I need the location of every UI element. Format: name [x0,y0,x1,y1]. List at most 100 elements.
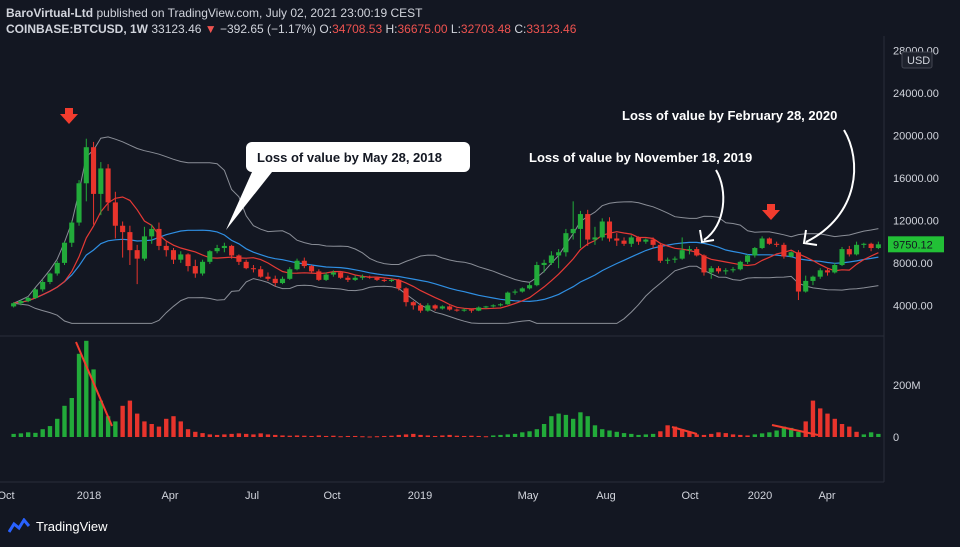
candle-down [374,277,380,280]
candle-up [388,279,395,281]
annotation-arrow-line [805,129,856,243]
candle-down [636,237,642,242]
candle-up [672,258,678,260]
volume-bar-down [832,418,837,437]
volume-bar-up [629,433,634,437]
candle-up [832,265,838,273]
candle-down [316,271,322,280]
volume-bar-down [338,436,343,438]
candle-down [824,270,831,273]
candle-up [294,260,300,270]
candle-down [170,250,177,260]
publisher-name: BaroVirtual-Ltd [6,6,94,20]
volume-bar-up [491,435,496,437]
time-axis-label: Apr [161,490,178,502]
candle-down [250,268,256,270]
candle-down [301,260,307,267]
candle-up [207,251,213,262]
volume-bar-up [592,425,598,437]
candle-up [178,254,184,260]
volume-bar-down [440,435,445,437]
volume-bar-down [818,408,823,437]
volume-bar-down [120,405,125,437]
volume-bar-up [868,432,874,437]
volume-bar-down [738,434,743,437]
volume-bar-up [796,431,801,437]
candle-up [527,285,533,289]
volume-bar-down [229,433,234,437]
candle-up [817,270,823,277]
candle-down [163,245,169,251]
volume-bar-down [694,434,699,437]
candle-up [810,276,816,281]
current-price-label: 9750.12 [893,239,933,251]
high-label: H: [385,22,398,36]
candle-down [621,240,627,244]
volume-divergence-line [771,424,819,436]
candle-down [381,279,387,281]
candle-down [846,249,852,255]
candle-down [309,266,315,272]
candle-down [229,245,235,256]
volume-bar-down [476,435,481,437]
volume-bar-down [425,435,431,437]
low-label: L: [450,22,461,36]
volume-bar-down [243,433,249,437]
candle-up [200,261,206,274]
candle-down [127,232,133,251]
volume-bar-down [810,400,816,437]
candle-up [512,291,518,293]
price-tick-label: 16000.00 [893,173,939,185]
currency-box [901,51,933,69]
candle-up [439,306,445,309]
close-value: 33123.46 [526,22,577,36]
volume-bar-down [178,421,183,437]
candle-up [563,233,569,253]
volume-bar-down [323,435,329,437]
low-value: 32703.48 [460,22,511,36]
volume-bar-down [352,435,358,437]
volume-bar-down [658,431,663,437]
volume-bar-down [389,435,394,437]
volume-bar-up [876,433,881,437]
candle-up [76,183,82,223]
candle-down [367,276,373,278]
tradingview-logo[interactable]: TradingView [8,518,108,534]
volume-bar-down [723,433,728,437]
volume-bar-down [316,435,322,437]
price-tick-label: 12000.00 [893,215,939,227]
candle-down [657,244,663,261]
volume-bar-down [403,434,409,437]
candle-down [243,261,249,269]
tradingview-brand: TradingView [36,518,108,534]
volume-bar-down [185,429,191,437]
candle-up [875,244,881,249]
volume-bar-down [469,435,474,437]
candle-up [548,255,554,263]
candle-up [788,252,794,257]
currency-label: USD [907,55,930,67]
candle-up [497,304,504,306]
candle-down [345,277,351,280]
candle-down [403,288,409,303]
tradingview-logo-icon [8,518,30,533]
volume-bar-up [25,432,31,437]
volume-bar-up [781,426,787,437]
volume-bar-down [396,434,401,437]
bollinger-upper-line [13,136,879,304]
volume-bar-down [258,433,263,437]
candle-up [476,307,482,311]
volume-bar-up [614,431,619,437]
volume-bar-down [665,425,670,437]
candle-up [679,250,685,259]
volume-bar-down [222,434,227,437]
volume-bar-down [701,434,707,437]
candle-up [40,281,46,290]
candle-down [418,305,424,311]
volume-bar-up [549,416,554,437]
time-axis-label: Jul [245,490,259,502]
volume-bar-down [251,434,256,437]
symbol-line: COINBASE:BTCUSD, 1W 33123.46 ▼ −392.65 (… [6,22,576,36]
candle-up [541,262,547,266]
